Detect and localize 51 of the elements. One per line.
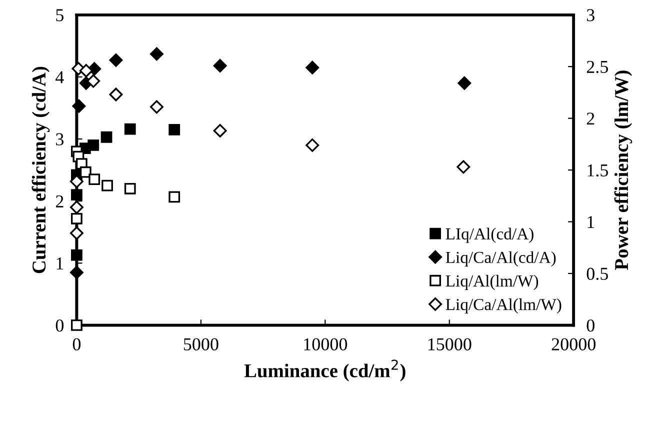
legend-label: Liq/Ca/Al(lm/W) [446, 298, 562, 314]
y2-tick-label: 2.5 [586, 60, 608, 74]
legend-label: LIq/Al(cd/A) [446, 228, 534, 243]
point [168, 124, 180, 136]
x-tick-label: 5000 [184, 338, 218, 350]
point [124, 182, 136, 194]
y2-tick-label: 2 [586, 112, 594, 125]
y-tick-label: 2 [56, 195, 64, 208]
point [109, 88, 123, 102]
x-axis-title: Luminance (cd/m$^{2}$) [244, 360, 406, 382]
y2-tick-label: 3 [586, 9, 594, 22]
point [88, 174, 100, 186]
point [100, 131, 112, 143]
y-axis-title: Current efficiency (cd/A) [32, 66, 50, 274]
point [70, 226, 84, 240]
y-tick-label: 3 [56, 133, 64, 146]
point [150, 47, 164, 61]
y-tick-label: 0 [56, 319, 64, 332]
point [86, 74, 100, 88]
point [213, 59, 227, 72]
point [71, 320, 82, 331]
y-tick-label: 5 [56, 9, 64, 22]
point [150, 100, 164, 114]
point [168, 191, 180, 203]
legend-label: Liq/Al(lm/W) [446, 274, 538, 290]
x-tick-label: 15000 [428, 338, 472, 350]
y2-tick-label: 1 [588, 216, 594, 228]
point [88, 140, 100, 151]
point [109, 53, 123, 67]
point [71, 212, 82, 224]
y2-tick-label: 1.5 [588, 164, 608, 177]
point [458, 76, 472, 90]
point [70, 200, 84, 214]
point [306, 138, 320, 152]
y2-tick-label: 0 [586, 319, 594, 332]
x-tick-label: 0 [72, 338, 81, 350]
x-tick-label: 20000 [552, 338, 596, 350]
legend-label: Liq/Ca/Al(cd/A) [446, 251, 556, 266]
point [70, 174, 84, 188]
point [79, 64, 93, 78]
y2-tick-label: 0.5 [586, 268, 608, 280]
point [102, 180, 113, 192]
point [80, 166, 92, 178]
y2-axis-title: Power efficiency (lm/W) [614, 70, 632, 270]
point [456, 160, 470, 174]
y-tick-label: 1 [56, 257, 64, 270]
x-tick-label: 10000 [304, 338, 348, 350]
point [213, 124, 227, 138]
y-tick-label: 4 [56, 71, 64, 84]
point [306, 60, 320, 74]
point [124, 123, 136, 135]
